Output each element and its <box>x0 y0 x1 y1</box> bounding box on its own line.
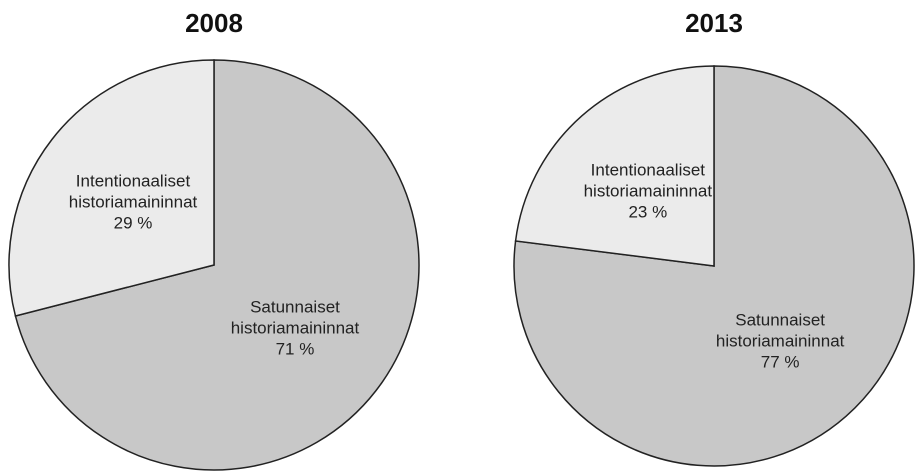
pie-slice <box>14 59 420 471</box>
value-label: 77 % <box>760 352 800 372</box>
category-label: Satunnaiset historiamaininnat <box>715 310 845 351</box>
slice-label: Intentionaaliset historiamaininnat 23 % <box>584 159 713 222</box>
chart-title: 2008 <box>185 8 243 38</box>
pie-slice <box>514 65 715 267</box>
category-label: Satunnaiset historiamaininnat <box>230 297 360 338</box>
pie-slice <box>8 59 215 317</box>
value-label: 29 % <box>113 213 153 233</box>
slice-label: Intentionaaliset historiamaininnat 29 % <box>69 171 198 234</box>
value-label: 23 % <box>628 202 668 222</box>
slice-label: Satunnaiset historiamaininnat 77 % <box>716 310 845 373</box>
category-label: Intentionaaliset historiamaininnat <box>583 160 713 201</box>
slice-label: Satunnaiset historiamaininnat 71 % <box>231 296 360 359</box>
chart-title: 2013 <box>685 8 743 38</box>
category-label: Intentionaaliset historiamaininnat <box>68 171 198 212</box>
value-label: 71 % <box>275 339 315 359</box>
